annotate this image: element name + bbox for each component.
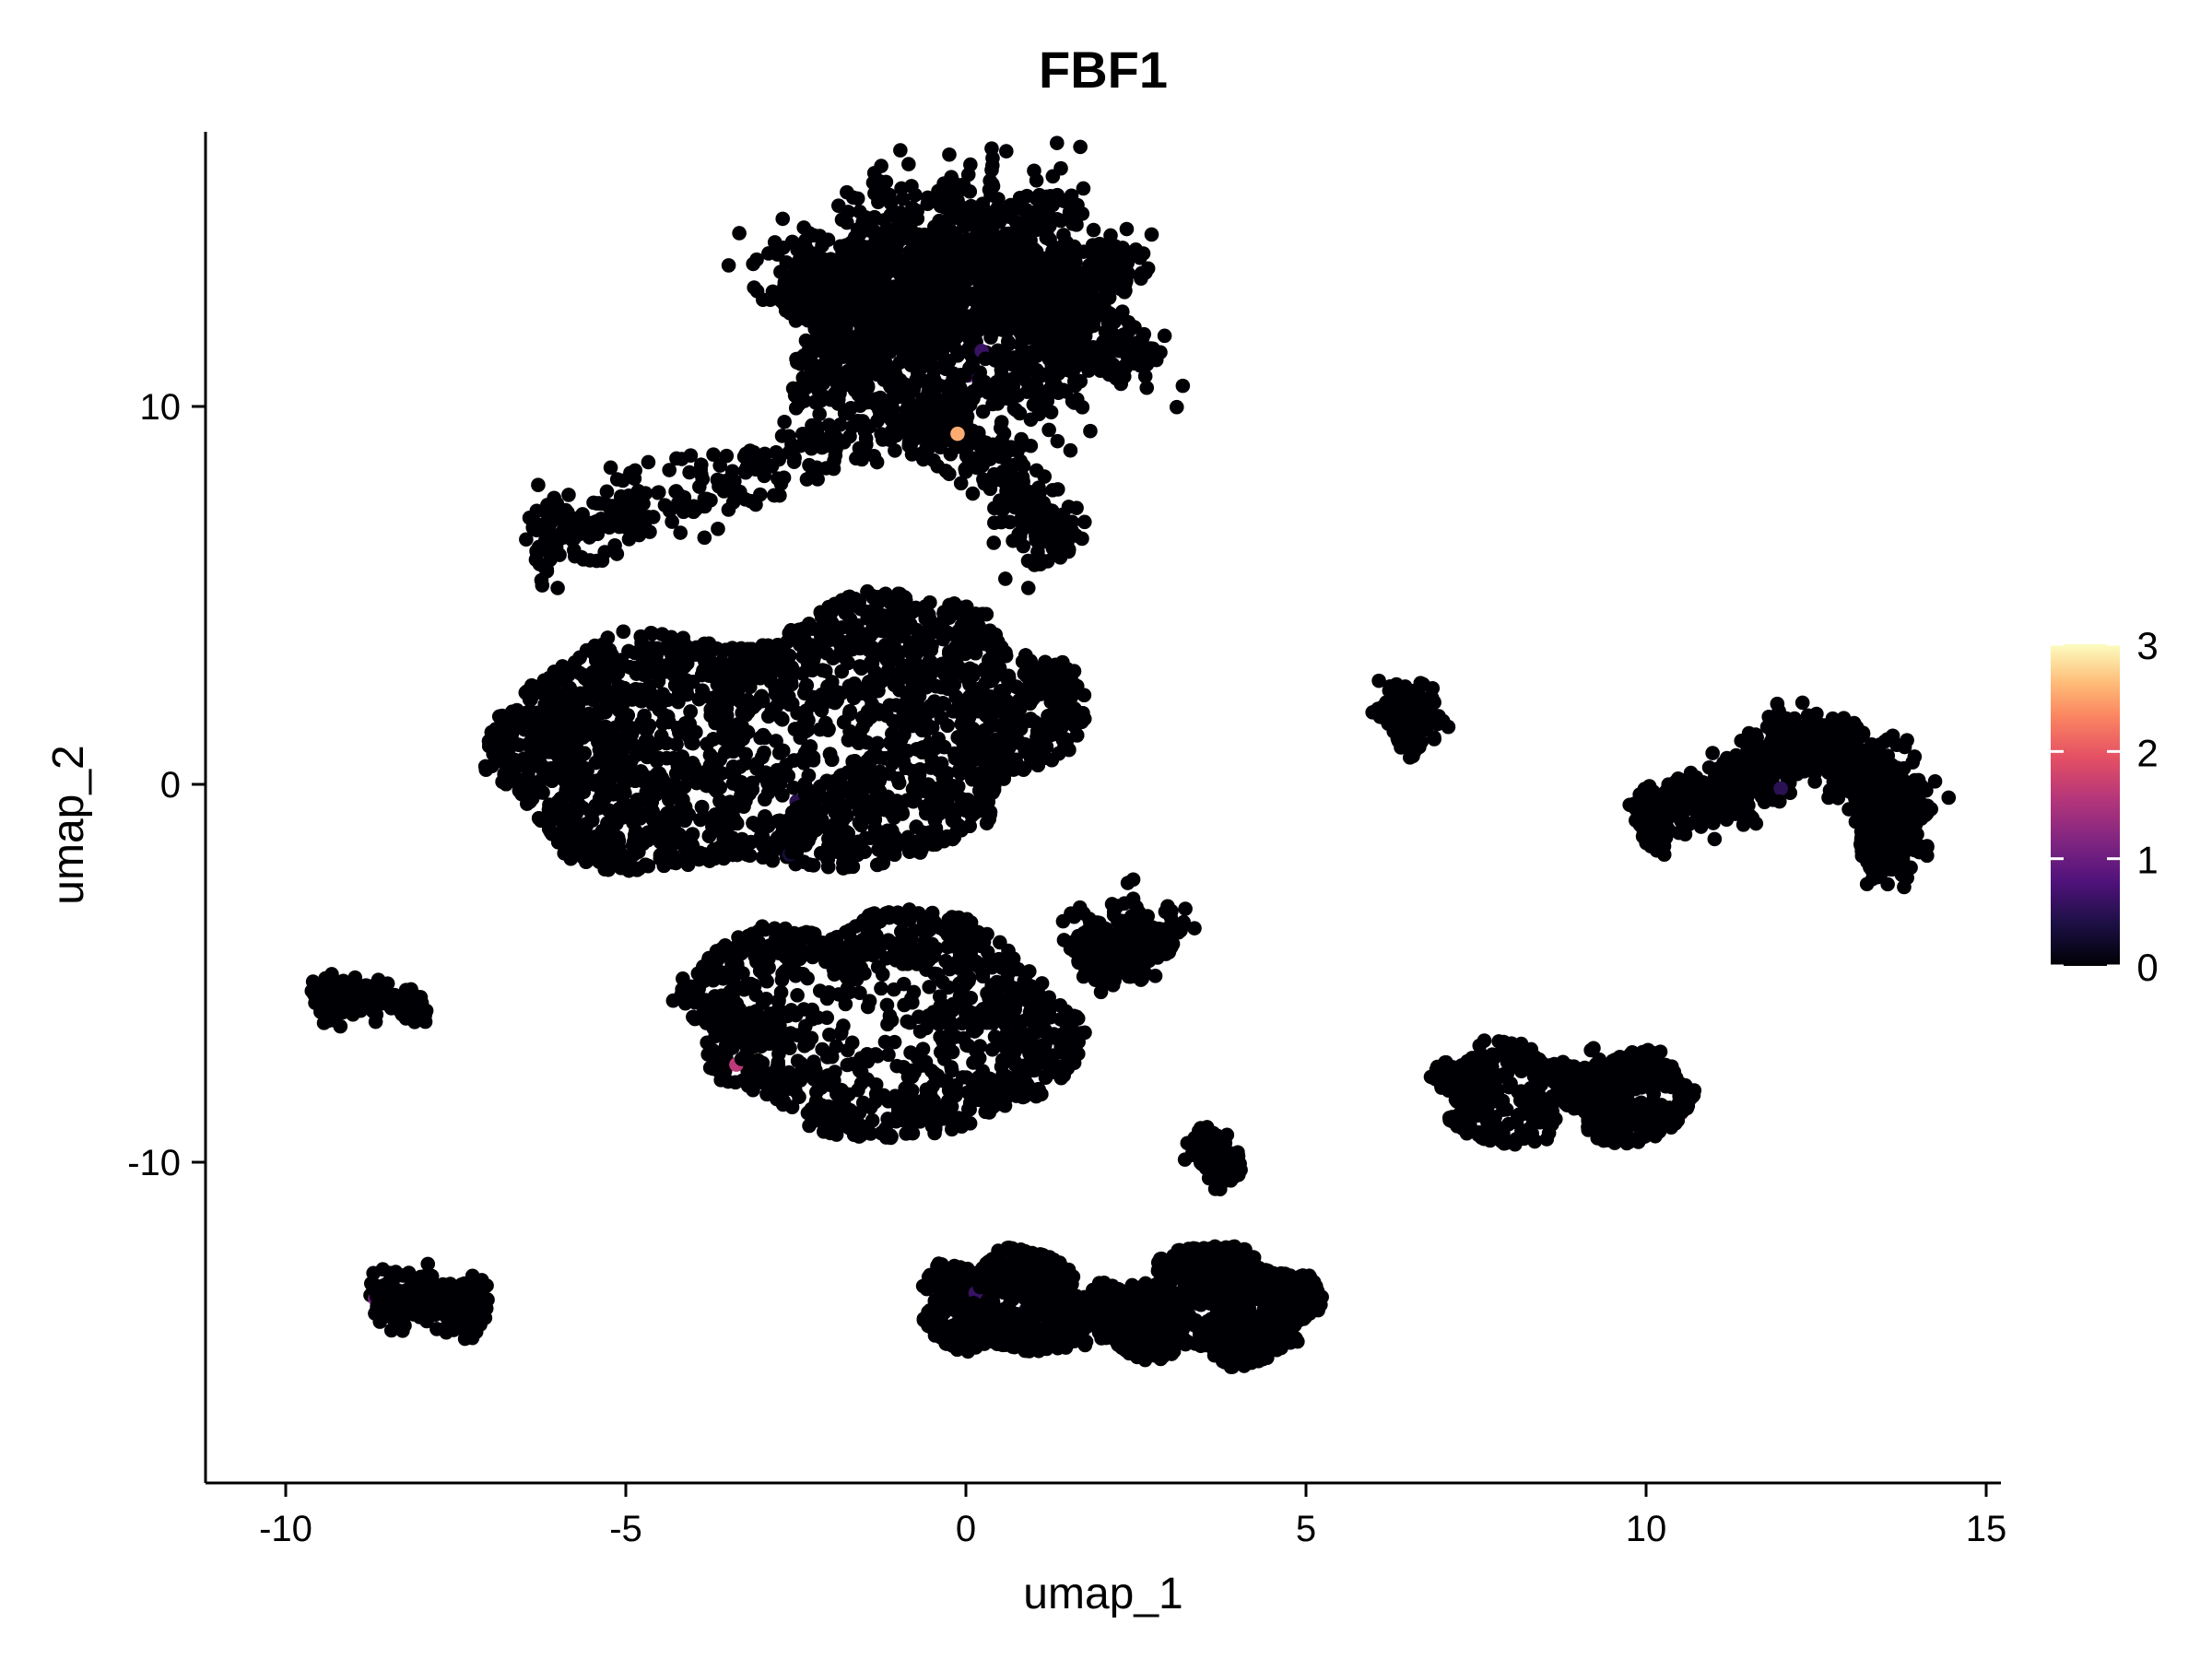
svg-text:0: 0: [956, 1509, 976, 1549]
svg-text:5: 5: [1296, 1509, 1316, 1549]
svg-text:umap_1: umap_1: [1023, 1570, 1182, 1618]
svg-text:-10: -10: [259, 1509, 312, 1549]
svg-text:-10: -10: [127, 1143, 181, 1183]
svg-text:0: 0: [160, 765, 181, 806]
svg-text:15: 15: [1966, 1509, 2007, 1549]
svg-text:10: 10: [1626, 1509, 1667, 1549]
svg-text:FBF1: FBF1: [1039, 41, 1168, 99]
svg-text:umap_2: umap_2: [44, 745, 93, 904]
svg-text:10: 10: [140, 387, 182, 428]
svg-text:-5: -5: [609, 1509, 642, 1549]
